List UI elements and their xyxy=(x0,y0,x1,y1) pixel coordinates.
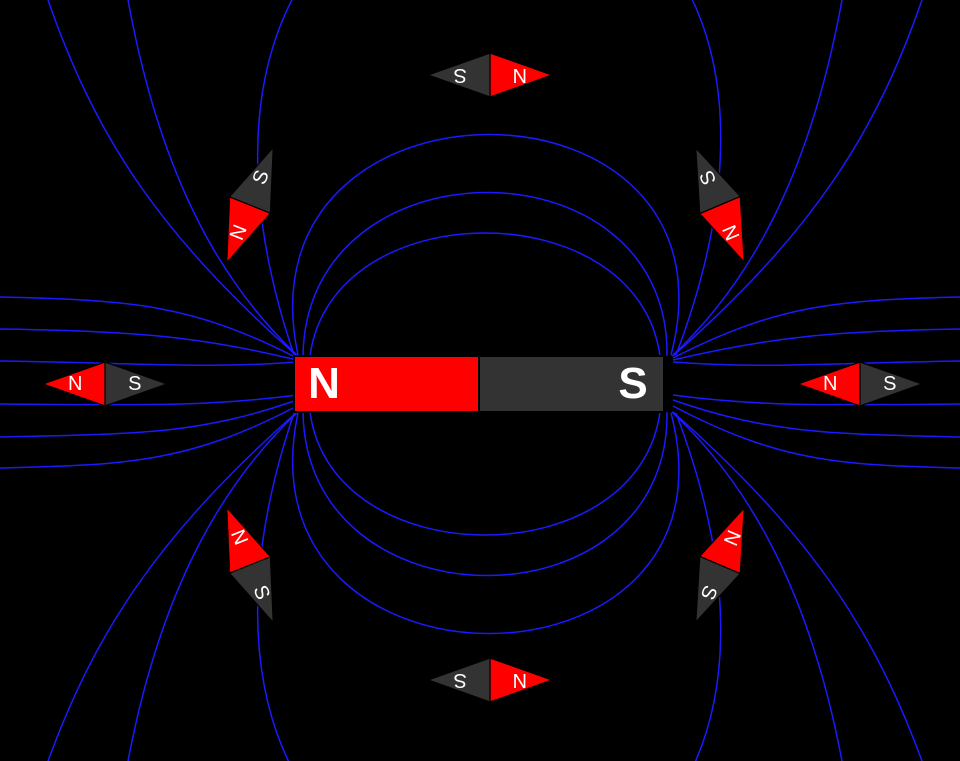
compass-south-label: S xyxy=(454,669,467,691)
bar-magnet-south-label: S xyxy=(618,359,647,408)
compass-south-label: S xyxy=(454,64,467,86)
magnetic-field-diagram: NS NSNSNSNSNSNSNSNS xyxy=(0,0,960,761)
compass-south-label: S xyxy=(883,373,896,395)
compass-south-label: S xyxy=(128,373,141,395)
compass-north-label: N xyxy=(68,373,82,395)
compass-north-label: N xyxy=(823,373,837,395)
bar-magnet: NS xyxy=(294,356,664,412)
compass-north-label: N xyxy=(513,669,527,691)
compass-north-label: N xyxy=(513,64,527,86)
bar-magnet-north-label: N xyxy=(308,359,340,408)
